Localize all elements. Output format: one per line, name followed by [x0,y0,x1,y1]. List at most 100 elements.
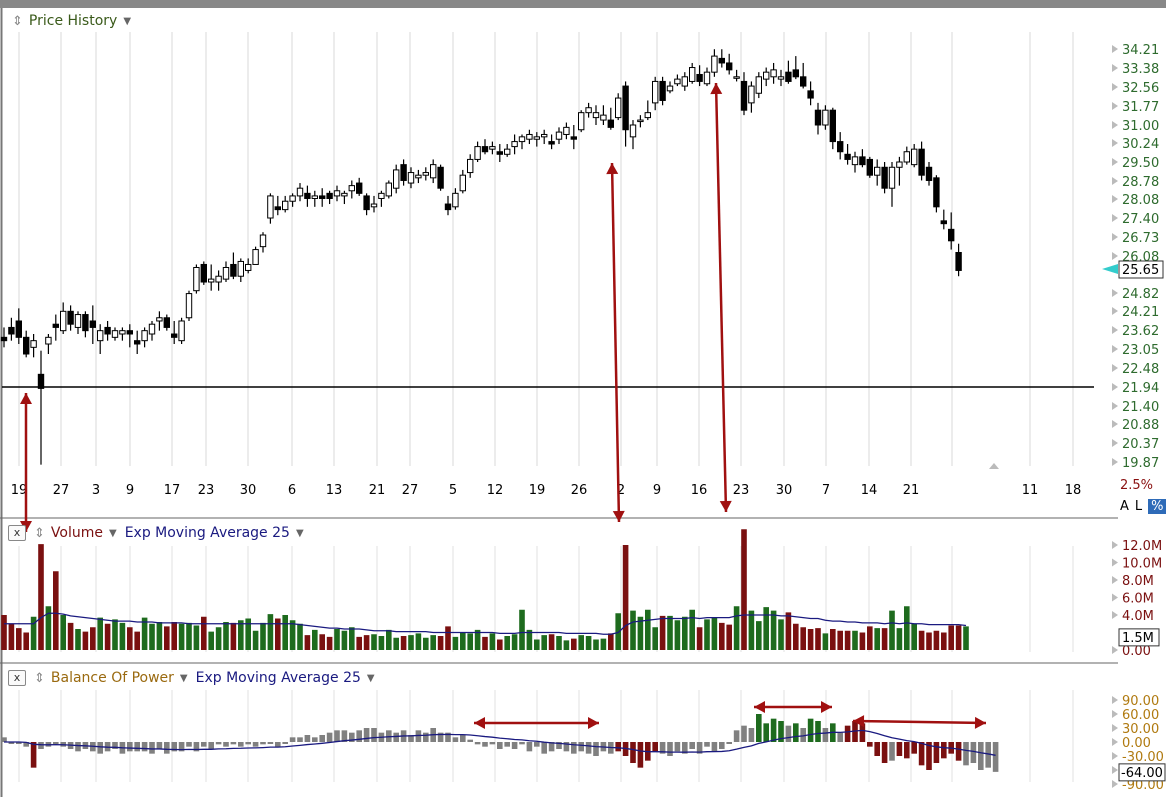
chevron-down-icon[interactable]: ▼ [179,672,188,684]
candle [134,330,141,354]
candle [356,177,363,196]
volume-bar [230,622,237,650]
bop-bar [349,732,355,742]
candle [452,188,459,210]
candle-body [178,320,185,342]
candle [163,314,171,331]
close-volume-button[interactable]: x [8,525,26,541]
date-tick-label: 21 [903,483,920,498]
volume-bar [260,622,266,650]
volume-bar [245,618,251,650]
candle [363,193,370,216]
drag-handle-icon[interactable]: ⇕ [34,525,45,541]
volume-bar [955,625,962,650]
chevron-down-icon[interactable]: ▼ [108,527,117,539]
volume-bar [408,635,414,650]
chevron-down-icon[interactable]: ▼ [123,15,132,27]
candle-body [333,190,341,197]
date-tick-label: 27 [402,483,419,498]
candle-body [89,320,96,328]
price-tick-label: 21.40 [1122,400,1159,415]
volume-bar [275,618,281,650]
candle [703,67,711,87]
bop-bar [38,742,44,749]
candle-body [282,200,289,211]
candle [245,258,252,274]
candle-body [518,136,526,143]
date-tick-label: 12 [487,483,504,498]
candle [430,159,437,184]
candle [15,308,23,344]
volume-bar [349,627,355,650]
candle [822,105,829,130]
bop-bar [696,742,703,754]
candle [777,69,785,87]
toggle-a[interactable]: A [1120,499,1129,514]
date-tick-label: 23 [198,483,215,498]
tick-marker-icon [1112,214,1118,222]
candle-body [459,174,467,192]
price-panel-header[interactable]: ⇕ Price History ▼ [12,13,139,29]
candle [555,127,563,145]
bop-bar [926,742,932,770]
candle [800,62,807,89]
bop-bar [867,742,873,747]
bop-bar [689,742,695,749]
volume-panel-header: x ⇕ Volume ▼ Exp Moving Average 25 ▼ [8,525,312,541]
candle-body [844,153,851,160]
chevron-down-icon[interactable]: ▼ [295,527,304,539]
bop-bar [445,732,451,742]
annotation-arrow-peak [710,82,732,513]
date-tick-label: 19 [529,483,546,498]
candle-body [711,55,718,73]
candle [548,134,555,150]
candle [97,324,104,354]
toggle-percent[interactable]: % [1148,499,1166,514]
candle [474,141,481,162]
candle [689,62,696,84]
arrow-head-icon [612,510,625,522]
toggle-l[interactable]: L [1134,499,1143,514]
candle [785,60,792,84]
bop-bar [511,742,518,749]
volume-bar [341,630,348,650]
volume-bar [178,623,185,650]
bop-bar [615,742,621,752]
candle-body [814,109,822,126]
volume-bar [8,623,15,650]
bop-tick-label: 30.00 [1122,722,1159,737]
volume-bar [223,622,229,650]
price-tick-label: 27.40 [1122,212,1159,227]
price-tick-label: 22.48 [1122,362,1159,377]
bop-title: Balance Of Power [50,670,174,686]
candle [533,132,540,147]
candle-body [407,172,415,184]
candle-body [770,69,777,78]
arrow-head-icon [719,500,732,512]
volume-bar [437,636,444,650]
bop-bar [659,742,666,754]
bop-bar [156,742,163,749]
candle-body [652,80,659,104]
bop-tick-label: 90.00 [1122,694,1159,709]
candle [629,120,637,150]
close-bop-button[interactable]: x [8,670,26,686]
candle [326,190,333,205]
candle [770,62,777,84]
bop-bar [497,742,503,749]
volume-bar [38,544,44,650]
drag-handle-icon[interactable]: ⇕ [34,670,45,686]
candle [622,81,629,147]
candle [807,81,814,106]
candle [30,334,37,358]
tick-marker-icon [1112,177,1118,185]
candle-body [45,336,52,345]
candle-body [67,310,74,325]
drag-handle-icon[interactable]: ⇕ [12,13,23,29]
candle [437,164,444,191]
candle [200,261,208,285]
chevron-down-icon[interactable]: ▼ [366,672,375,684]
volume-bar [704,619,710,650]
volume-bar [452,636,459,650]
volume-bar [600,638,607,650]
